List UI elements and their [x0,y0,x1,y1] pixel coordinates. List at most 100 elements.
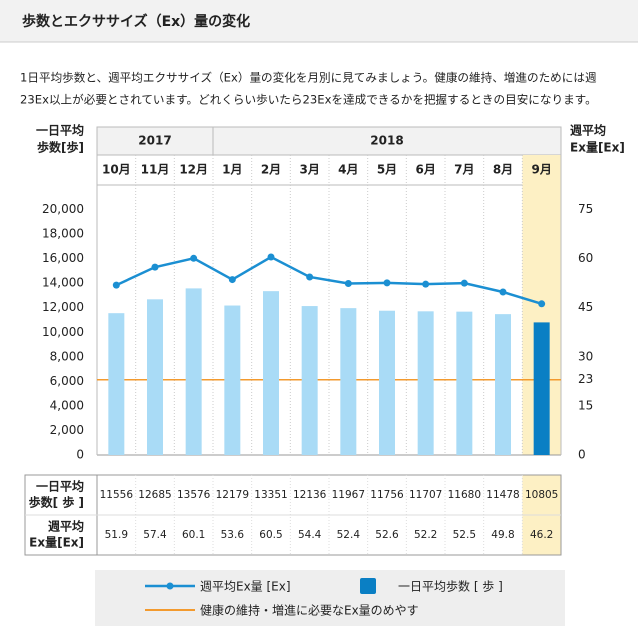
table-cell: 12179 [216,489,249,501]
table-cell: 49.8 [491,529,514,541]
y2-tick-label: 75 [578,202,593,216]
bar [185,288,202,455]
table-cell: 11756 [370,489,404,501]
table-cell: 11680 [448,489,481,501]
table-cell: 11967 [332,489,365,501]
y2-tick-label: 60 [578,251,593,265]
y-tick-label: 18,000 [42,227,84,241]
month-label: 10月 [102,163,131,177]
month-label: 11月 [141,163,170,177]
y-tick-label: 2,000 [50,423,84,437]
y-tick-label: 10,000 [42,325,84,339]
table-cell: 60.1 [182,529,205,541]
y2-axis-label: 週平均 [570,123,606,138]
line-point [267,253,275,261]
table-row-label: 週平均 [48,519,84,534]
year-label: 2017 [138,134,171,148]
line-point [306,273,314,281]
y2-tick-label: 15 [578,398,593,412]
table-cell: 52.5 [453,529,476,541]
legend-label: 健康の維持・増進に必要なEx量のめやす [200,603,419,618]
table-cell: 12136 [293,489,327,501]
legend-box [95,570,565,626]
month-label: 6月 [415,163,435,177]
table-cell: 53.6 [221,529,245,541]
bar [147,299,163,455]
legend-swatch [360,578,376,594]
bar [533,322,550,455]
table-row-label: 一日平均 [36,479,84,494]
y2-axis-label: Ex量[Ex] [570,141,625,155]
y-tick-label: 14,000 [42,276,84,290]
y-tick-label: 16,000 [42,251,84,265]
legend-point [166,582,174,590]
line-point [112,281,120,289]
table-cell: 52.4 [337,529,361,541]
y-tick-label: 8,000 [50,349,84,363]
bar [263,291,279,455]
line-point [383,279,391,287]
bar [379,310,395,455]
bar [456,311,473,455]
y-tick-label: 6,000 [50,374,84,388]
line-point [190,254,198,262]
table-row-label: Ex量[Ex] [29,536,84,550]
table-cell: 57.4 [143,529,167,541]
month-label: 1月 [222,163,242,177]
table-cell: 11556 [100,489,134,501]
month-label: 3月 [299,163,319,177]
table-cell: 51.9 [105,529,128,541]
table-cell: 13576 [177,489,211,501]
line-point [460,279,468,287]
year-label: 2018 [370,134,403,148]
month-label: 5月 [377,163,397,177]
bar [340,308,357,455]
table-cell: 46.2 [530,529,553,541]
line-point [538,300,546,308]
y-tick-label: 20,000 [42,202,84,216]
y-tick-label: 4,000 [50,398,84,412]
reference-tick-label: 23 [578,372,593,386]
table-row-label: 歩数[ 歩 ] [29,495,84,510]
month-label: 4月 [338,163,358,177]
y-axis-label: 歩数[歩] [37,140,84,155]
bar [417,311,434,455]
year-row [96,126,562,156]
table-cell: 11707 [409,489,442,501]
month-label: 7月 [454,163,474,177]
y2-tick-label: 0 [578,448,586,462]
bar [108,313,125,455]
table-cell: 52.6 [375,529,399,541]
month-label: 12月 [179,163,208,177]
y2-tick-label: 45 [578,300,593,314]
line-point [422,280,430,288]
month-label: 2月 [261,163,281,177]
bar [301,306,318,455]
table-cell: 12685 [138,489,171,501]
description: 23Ex以上が必要とされています。どれくらい歩いたら23Exを達成できるかを把握… [20,93,597,107]
header-bar [0,0,638,42]
y-tick-label: 0 [76,448,84,462]
month-label: 9月 [531,163,551,177]
y-tick-label: 12,000 [42,300,84,314]
line-point [228,276,236,284]
table-cell: 10805 [525,489,558,501]
table-cell: 52.2 [414,529,437,541]
legend-label: 週平均Ex量 [Ex] [200,580,291,594]
line-point [344,280,352,288]
description: 1日平均歩数と、週平均エクササイズ（Ex）量の変化を月別に見てみましょう。健康の… [20,71,597,85]
y-axis-label: 一日平均 [36,123,84,138]
bar [224,305,241,455]
header-title: 歩数とエクササイズ（Ex）量の変化 [22,13,250,30]
legend-label: 一日平均歩数 [ 歩 ] [398,579,503,594]
table-cell: 54.4 [298,529,322,541]
table-cell: 60.5 [259,529,282,541]
month-label: 8月 [493,163,513,177]
table-cell: 13351 [254,489,287,501]
bar [495,314,511,455]
y2-tick-label: 30 [578,349,593,363]
table-cell: 11478 [486,489,519,501]
line [115,255,543,305]
